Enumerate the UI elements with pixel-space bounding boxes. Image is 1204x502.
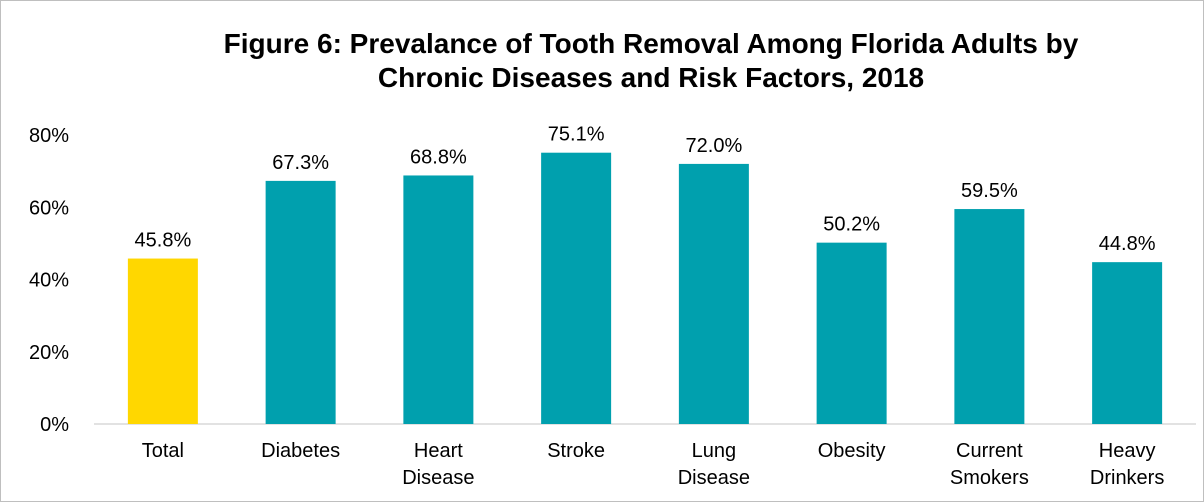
data-label: 59.5% [961, 180, 1018, 202]
data-label: 75.1% [548, 124, 605, 146]
x-tick-label: Heart [414, 440, 463, 462]
x-tick-label: Smokers [950, 467, 1029, 489]
chart-title-line-1: Figure 6: Prevalance of Tooth Removal Am… [223, 28, 1079, 59]
x-tick-label: Diabetes [261, 440, 340, 462]
x-tick-label: Heavy [1099, 440, 1156, 462]
data-label: 50.2% [823, 214, 880, 236]
x-tick-label: Stroke [547, 440, 605, 462]
bar [127, 258, 198, 424]
y-tick-label: 20% [29, 342, 69, 364]
bar [541, 152, 612, 425]
x-tick-label: Total [142, 440, 184, 462]
x-tick-label: Obesity [818, 440, 886, 462]
bar [816, 242, 887, 424]
data-label: 68.8% [410, 146, 467, 168]
x-tick-label: Lung [692, 440, 737, 462]
x-tick-label: Disease [678, 467, 750, 489]
data-label: 67.3% [272, 152, 329, 174]
data-label: 45.8% [135, 230, 192, 252]
chart-title: Figure 6: Prevalance of Tooth Removal Am… [111, 27, 1191, 95]
x-tick-label: Drinkers [1090, 467, 1164, 489]
bar [265, 180, 336, 424]
y-tick-label: 40% [29, 270, 69, 292]
bar [678, 163, 749, 424]
x-tick-label: Current [956, 440, 1023, 462]
data-label: 72.0% [686, 135, 743, 157]
y-tick-label: 0% [40, 414, 69, 436]
chart-title-line-2: Chronic Diseases and Risk Factors, 2018 [377, 62, 925, 93]
x-tick-label: Disease [402, 467, 474, 489]
y-tick-label: 60% [29, 197, 69, 219]
data-label: 44.8% [1099, 233, 1156, 255]
bar [1092, 262, 1163, 424]
bar [954, 209, 1025, 424]
bar [403, 175, 474, 424]
y-tick-label: 80% [29, 125, 69, 147]
